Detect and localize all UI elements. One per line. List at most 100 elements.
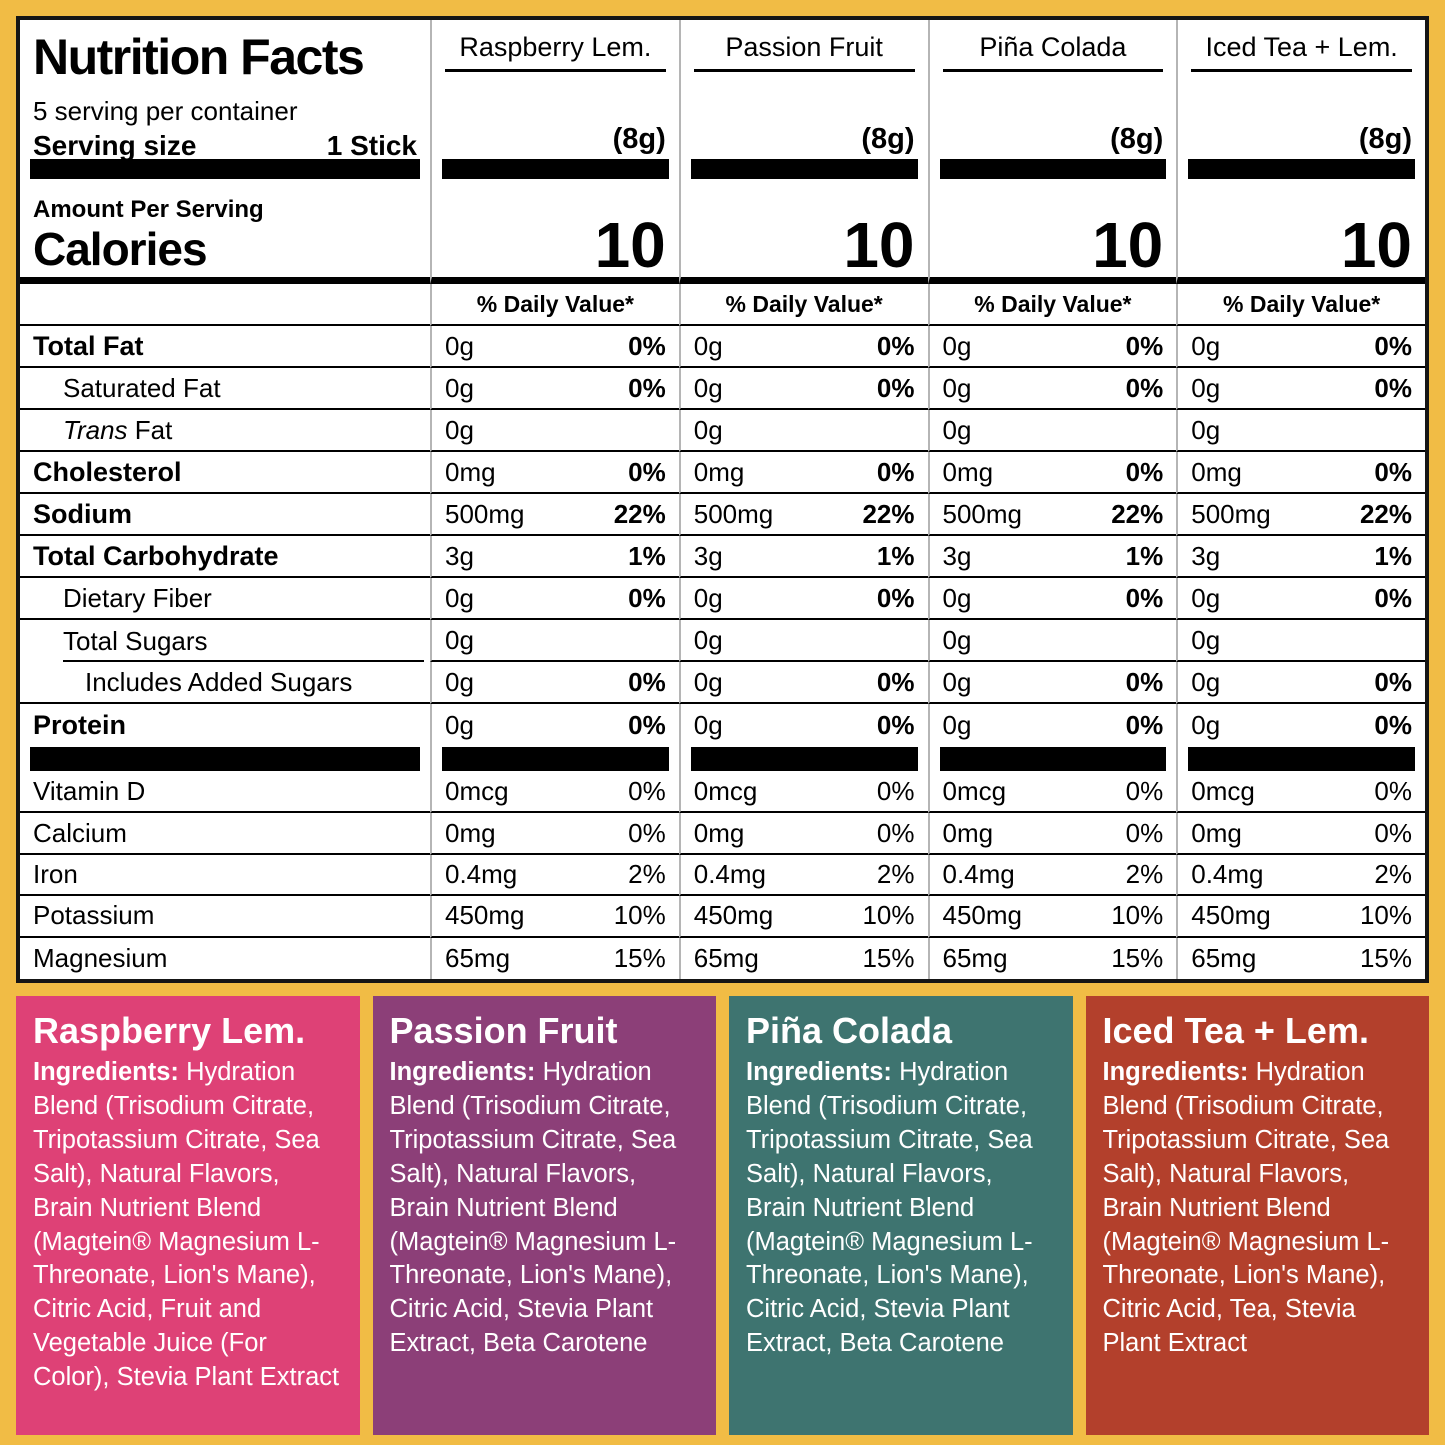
nutrient-value-cell: 0g bbox=[1176, 410, 1425, 452]
panel-ingredients: Ingredients: Hydration Blend (Trisodium C… bbox=[390, 1056, 700, 1361]
nutrient-label: Total Fat bbox=[33, 330, 144, 361]
flavor-serving-weight: (8g) bbox=[1358, 123, 1412, 155]
nutrient-value-cell: 0g 0% bbox=[927, 662, 1177, 704]
divider-bar-cell bbox=[927, 158, 1177, 180]
nutrient-daily-value: 0% bbox=[876, 330, 915, 361]
micronutrient-amount: 0mg bbox=[445, 817, 496, 848]
flavor-header-cell: Passion Fruit (8g) bbox=[678, 20, 928, 158]
divider-bar-cell bbox=[678, 158, 928, 180]
nutrient-daily-value: 0% bbox=[1374, 456, 1412, 487]
thick-divider-bar bbox=[939, 159, 1167, 179]
micronutrient-amount: 65mg bbox=[1191, 942, 1257, 973]
micronutrient-amount: 450mg bbox=[942, 900, 1023, 931]
nutrient-value-cell: 0g bbox=[1176, 620, 1425, 662]
ingredients-label: Ingredients: bbox=[389, 1058, 536, 1086]
micronutrient-amount: 450mg bbox=[445, 900, 525, 931]
nutrient-amount: 0g bbox=[1191, 709, 1221, 740]
flavor-panel: Iced Tea + Lem. Ingredients: Hydration Bl… bbox=[1085, 996, 1429, 1435]
nutrient-daily-value: 0% bbox=[1125, 330, 1164, 361]
micronutrient-daily-value: 2% bbox=[1374, 858, 1412, 889]
micronutrient-amount: 65mg bbox=[693, 942, 759, 973]
nutrient-value-cell: 0g bbox=[678, 620, 928, 662]
nutrient-label: Dietary Fiber bbox=[63, 582, 212, 613]
flavor-panel: Piña Colada Ingredients: Hydration Blend … bbox=[729, 996, 1073, 1435]
serving-size-label: Serving size bbox=[33, 130, 197, 161]
micronutrient-amount: 0mcg bbox=[445, 776, 509, 807]
divider-bar-cell bbox=[678, 746, 928, 772]
micronutrient-label: Magnesium bbox=[33, 942, 168, 973]
nutrient-amount: 0g bbox=[445, 709, 474, 740]
nutrient-label: Total Carbohydrate bbox=[33, 540, 279, 571]
ingredients-label: Ingredients: bbox=[1102, 1058, 1249, 1086]
nutrient-value-cell: 0g 0% bbox=[678, 704, 928, 746]
nutrient-value-cell: 0g 0% bbox=[678, 662, 928, 704]
micronutrient-label: Calcium bbox=[33, 817, 127, 848]
nutrient-value-cell: 0g 0% bbox=[927, 326, 1177, 368]
daily-value-spacer-cell bbox=[20, 284, 430, 326]
micronutrient-daily-value: 0% bbox=[628, 776, 666, 807]
micronutrient-amount: 0mcg bbox=[693, 776, 758, 807]
micronutrient-value-cell: 450mg 10% bbox=[430, 896, 679, 938]
nutrient-daily-value: 0% bbox=[1125, 456, 1164, 487]
ingredients-text: Hydration Blend (Trisodium Citrate, Trip… bbox=[1102, 1058, 1390, 1358]
micronutrient-daily-value: 0% bbox=[1125, 817, 1164, 848]
nutrient-daily-value: 22% bbox=[862, 498, 915, 529]
label-header-cell: Nutrition Facts 5 serving per container Se… bbox=[20, 20, 430, 161]
thick-divider-bar bbox=[442, 747, 669, 771]
micronutrient-daily-value: 15% bbox=[613, 942, 666, 973]
nutrient-amount: 0g bbox=[445, 582, 474, 613]
nutrient-value-cell: 0g 0% bbox=[927, 578, 1177, 620]
calories-value-cell: 10 bbox=[678, 180, 928, 284]
nutrient-value-cell: 0g bbox=[927, 620, 1177, 662]
micronutrient-value-cell: 65mg 15% bbox=[678, 937, 928, 979]
micronutrient-value-cell: 0mg 0% bbox=[430, 813, 679, 855]
micronutrient-value-cell: 0.4mg 2% bbox=[430, 854, 679, 897]
calories-value: 10 bbox=[594, 208, 666, 281]
micronutrient-value-cell: 0.4mg 2% bbox=[927, 854, 1177, 897]
nutrient-daily-value: 0% bbox=[628, 456, 666, 487]
nutrient-daily-value: 0% bbox=[628, 372, 666, 403]
micronutrient-value-cell: 450mg 10% bbox=[1176, 896, 1425, 938]
micronutrient-amount: 65mg bbox=[445, 942, 511, 973]
micronutrient-daily-value: 10% bbox=[862, 900, 915, 931]
nutrient-value-cell: 0g 0% bbox=[1176, 662, 1425, 704]
nutrient-label-rest: Fat bbox=[127, 414, 173, 445]
thick-divider-bar bbox=[442, 159, 669, 179]
nutrient-label: Includes Added Sugars bbox=[85, 666, 353, 697]
nutrient-amount: 0g bbox=[942, 666, 972, 697]
nutrient-amount: 3g bbox=[445, 540, 474, 571]
ingredients-label: Ingredients: bbox=[746, 1058, 892, 1086]
micronutrient-daily-value: 0% bbox=[628, 817, 666, 848]
micronutrient-label: Vitamin D bbox=[33, 776, 146, 807]
panel-ingredients: Ingredients: Hydration Blend (Trisodium C… bbox=[746, 1056, 1056, 1361]
micronutrient-amount: 450mg bbox=[1191, 900, 1271, 931]
nutrient-amount: 0g bbox=[693, 414, 723, 445]
nutrient-value-cell: 500mg 22% bbox=[1176, 494, 1425, 536]
nutrient-row-label-cell: Dietary Fiber bbox=[20, 578, 430, 620]
flavor-serving-weight: (8g) bbox=[861, 123, 915, 155]
nutrient-daily-value: 0% bbox=[876, 456, 915, 487]
thick-divider-bar bbox=[690, 159, 918, 179]
calories-label: Calories bbox=[33, 223, 208, 275]
nutrient-amount: 0g bbox=[693, 709, 723, 740]
nutrient-value-cell: 0g 0% bbox=[430, 704, 679, 746]
micronutrient-label: Potassium bbox=[33, 900, 155, 931]
nutrient-daily-value: 0% bbox=[1374, 666, 1412, 697]
micronutrient-value-cell: 0mg 0% bbox=[927, 813, 1177, 855]
nutrient-amount: 0g bbox=[445, 330, 474, 361]
nutrient-amount: 0g bbox=[942, 414, 972, 445]
calories-value: 10 bbox=[1340, 208, 1412, 281]
panel-flavor-name: Iced Tea + Lem. bbox=[1102, 1010, 1369, 1051]
micronutrient-daily-value: 0% bbox=[1125, 776, 1164, 807]
nutrient-amount: 3g bbox=[693, 540, 723, 571]
daily-value-header: % Daily Value* bbox=[1223, 290, 1381, 317]
nutrient-row-label-cell: Protein bbox=[20, 704, 430, 746]
micronutrient-amount: 0.4mg bbox=[942, 858, 1015, 889]
nutrient-amount: 0mg bbox=[693, 456, 745, 487]
nutrient-daily-value: 22% bbox=[1359, 498, 1412, 529]
micronutrient-amount: 0mg bbox=[693, 817, 745, 848]
micronutrient-value-cell: 0mcg 0% bbox=[678, 772, 928, 814]
micronutrient-amount: 0.4mg bbox=[693, 858, 767, 889]
micronutrient-row-label-cell: Vitamin D bbox=[20, 772, 430, 814]
ingredients-text: Hydration Blend (Trisodium Citrate, Trip… bbox=[33, 1058, 340, 1392]
